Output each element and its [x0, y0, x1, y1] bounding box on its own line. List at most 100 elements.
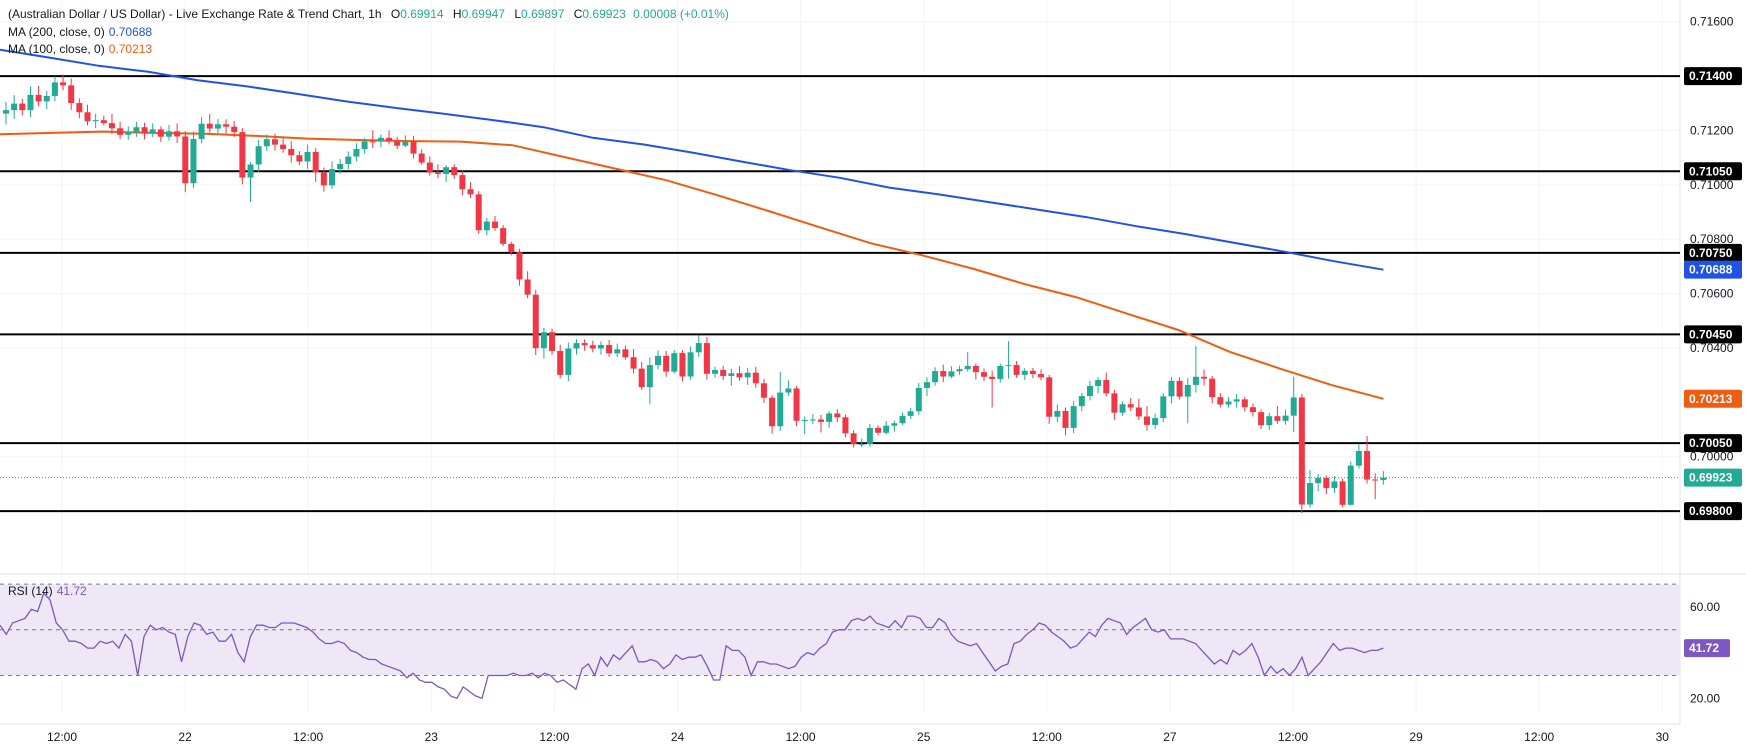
candle: [214, 119, 221, 135]
time-tick-label: 24: [671, 730, 685, 744]
candle-body: [720, 369, 727, 376]
candle-body: [1307, 483, 1313, 505]
candle: [182, 131, 189, 193]
candle-body: [451, 167, 458, 176]
level-tag-label: 0.70050: [1689, 436, 1733, 450]
candle-body: [157, 129, 164, 137]
level-tag-label: 0.71050: [1689, 164, 1733, 178]
candle-body: [1192, 376, 1199, 385]
candle-body: [948, 371, 955, 377]
candle: [1054, 404, 1061, 423]
candle-body: [679, 353, 686, 377]
price-tag-label: 0.69923: [1689, 471, 1733, 485]
candle-body: [850, 433, 857, 445]
candle-body: [492, 221, 498, 229]
candle-body: [597, 344, 604, 349]
candle-body: [125, 132, 132, 135]
candle-body: [1176, 380, 1183, 397]
candle-body: [1152, 418, 1159, 425]
candle: [948, 366, 955, 379]
candle: [687, 346, 694, 380]
candle-body: [1298, 397, 1305, 505]
candle: [736, 366, 743, 381]
candle: [1315, 473, 1322, 492]
candle: [337, 159, 344, 174]
candle: [1168, 376, 1175, 404]
candle-body: [1103, 380, 1110, 394]
ma200-legend-label: MA (200, close, 0): [8, 25, 105, 39]
candle-body: [1021, 370, 1028, 375]
candle-body: [1217, 397, 1224, 405]
candle-body: [858, 443, 865, 445]
candle: [1192, 346, 1199, 393]
candle: [11, 95, 18, 120]
candle-body: [687, 352, 694, 377]
candle: [1119, 401, 1126, 416]
candle: [304, 144, 311, 169]
candle-body: [410, 141, 417, 154]
level-tag-bg: [1684, 67, 1742, 86]
candle-body: [989, 376, 996, 379]
candle-body: [100, 120, 107, 124]
ma200-price-tag: 0.70688: [1684, 260, 1742, 279]
price-tag-bg: [1684, 389, 1742, 408]
candle-body: [239, 132, 246, 178]
candle-body: [818, 419, 824, 422]
candle: [1201, 369, 1208, 386]
rsi-line: [0, 592, 1384, 700]
candle-body: [728, 373, 735, 376]
candle: [312, 148, 319, 182]
candle-body: [1364, 450, 1371, 480]
candle: [1086, 380, 1093, 401]
level-tag-label: 0.70750: [1689, 246, 1733, 260]
candle: [581, 339, 588, 351]
candle: [1323, 475, 1330, 495]
candle-body: [443, 167, 450, 174]
price-tick-label: 0.70600: [1690, 287, 1734, 301]
candle-body: [744, 372, 751, 378]
candle: [671, 350, 678, 374]
ohlc-high-key: H: [452, 7, 462, 21]
candle-body: [304, 151, 311, 162]
candle: [483, 217, 490, 236]
candle-body: [206, 123, 213, 129]
candle-body: [532, 294, 539, 349]
candle-body: [434, 172, 441, 174]
candle: [516, 248, 523, 286]
candle-body: [589, 345, 596, 349]
candle-body: [459, 175, 466, 190]
time-tick-label: 30: [1656, 730, 1670, 744]
candle-body: [271, 139, 278, 145]
candle-body: [60, 82, 67, 86]
candle-body: [581, 343, 588, 346]
candle-body: [956, 369, 963, 372]
candle: [1249, 403, 1256, 417]
candle: [646, 357, 653, 404]
price-tick-label: 0.70000: [1690, 450, 1734, 464]
time-tick-label: 12:00: [1278, 730, 1308, 744]
candle: [875, 425, 882, 436]
level-tag: 0.71050: [1684, 162, 1742, 181]
candle-body: [1274, 416, 1281, 421]
candle-body: [500, 228, 507, 244]
candle-body: [875, 427, 882, 433]
candle: [557, 344, 564, 379]
candle-body: [1355, 450, 1362, 466]
candle-body: [1168, 380, 1175, 397]
candle-body: [361, 141, 368, 149]
candle-body: [1127, 404, 1134, 408]
candle: [752, 366, 759, 388]
candle: [263, 134, 270, 152]
candle: [369, 130, 376, 148]
candle: [923, 377, 930, 397]
candle: [679, 350, 686, 382]
candle: [524, 271, 531, 299]
price-tag-label: 0.70213: [1689, 392, 1733, 406]
candle: [247, 162, 254, 202]
candle: [76, 98, 83, 119]
candle-body: [149, 129, 156, 134]
candle: [157, 126, 164, 142]
candle-body: [573, 343, 580, 349]
candle: [720, 365, 727, 381]
